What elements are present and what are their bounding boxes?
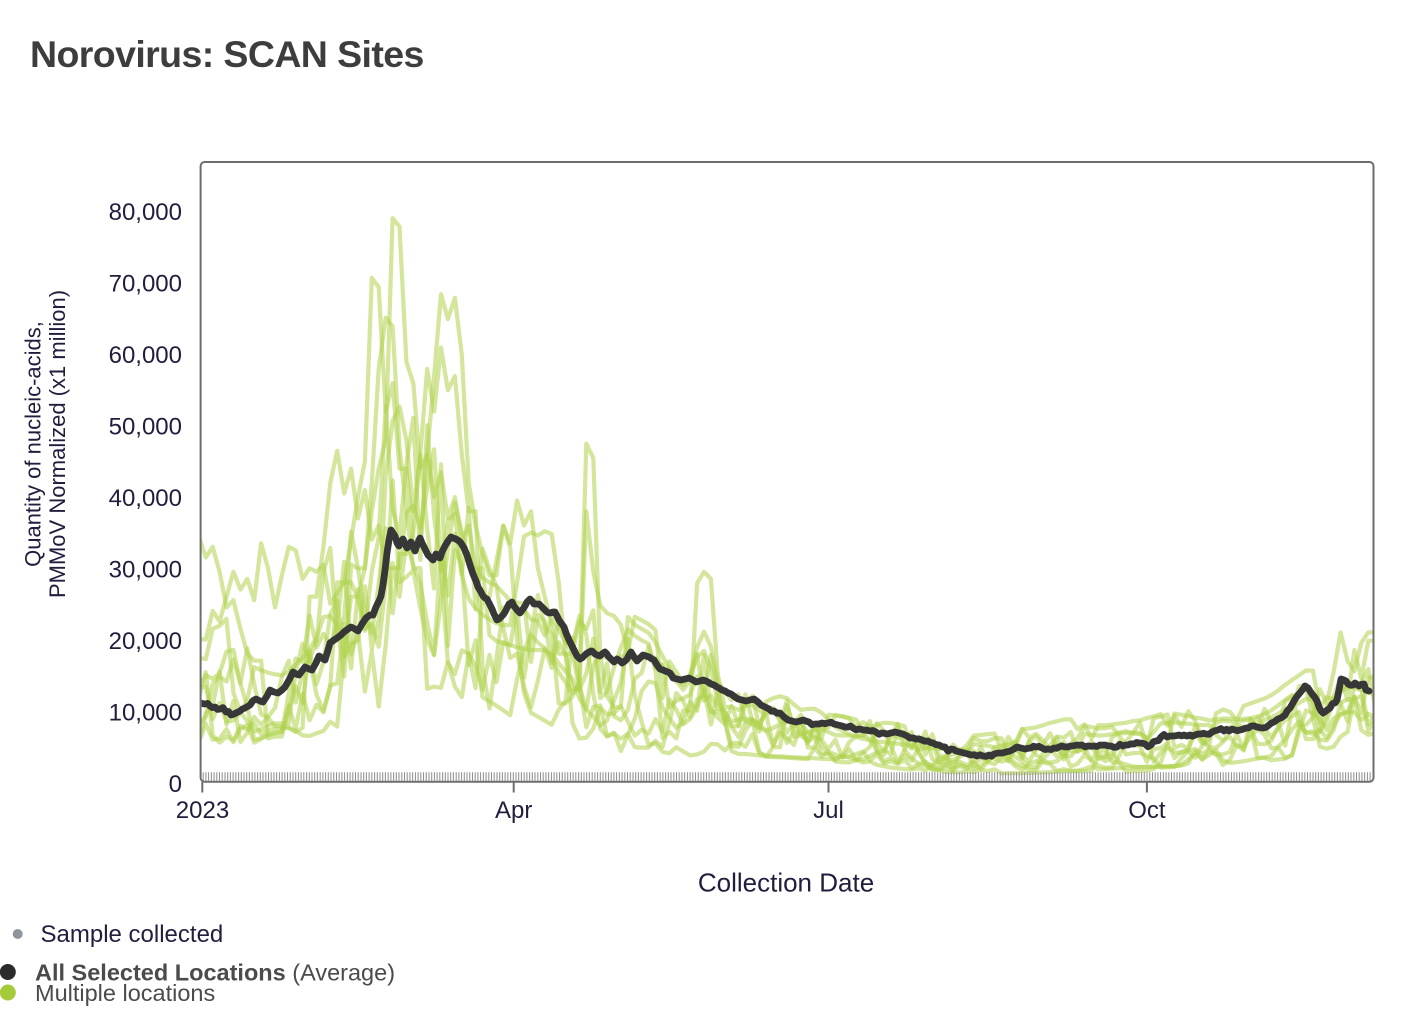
svg-text:40,000: 40,000 <box>109 485 182 512</box>
svg-text:10,000: 10,000 <box>109 699 182 726</box>
svg-text:20,000: 20,000 <box>109 628 182 655</box>
svg-text:Oct: Oct <box>1128 797 1166 824</box>
svg-text:30,000: 30,000 <box>109 556 182 583</box>
svg-text:Jul: Jul <box>813 797 844 824</box>
svg-text:50,000: 50,000 <box>109 414 182 441</box>
svg-text:Multiple locations: Multiple locations <box>35 980 215 1006</box>
svg-text:2023: 2023 <box>176 797 229 824</box>
svg-text:Sample collected: Sample collected <box>41 921 224 948</box>
svg-text:Collection Date: Collection Date <box>698 868 874 898</box>
svg-text:Quantity of nucleic-acids,PMMo: Quantity of nucleic-acids,PMMoV Normaliz… <box>21 290 71 598</box>
svg-text:70,000: 70,000 <box>109 271 182 298</box>
svg-text:80,000: 80,000 <box>109 199 182 226</box>
svg-text:60,000: 60,000 <box>109 342 182 369</box>
svg-text:All Selected Locations (Averag: All Selected Locations (Average) <box>35 960 395 986</box>
svg-text:0: 0 <box>169 771 182 798</box>
svg-text:Apr: Apr <box>495 797 532 824</box>
